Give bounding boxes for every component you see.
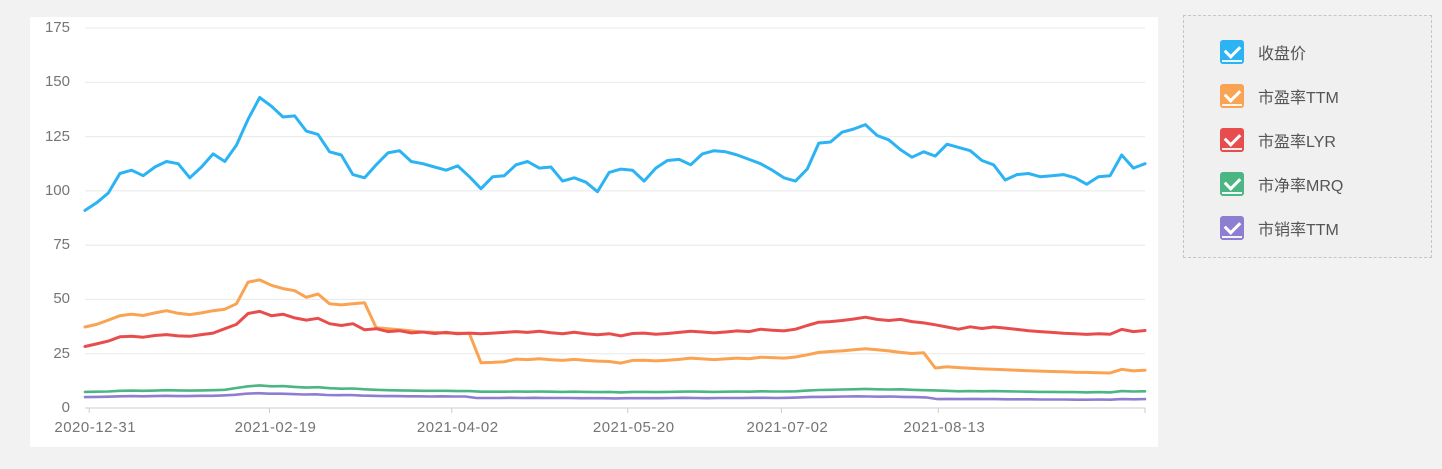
y-tick-label: 75 — [53, 236, 70, 254]
legend-checkbox-checked-icon[interactable] — [1220, 84, 1244, 108]
x-tick-label: 2021-05-20 — [592, 419, 675, 436]
legend-label: 市净率MRQ — [1258, 178, 1344, 195]
legend-checkbox-checked-icon[interactable] — [1220, 172, 1244, 196]
x-tick-label: 2021-07-02 — [746, 419, 829, 436]
x-tick-label: 2021-02-19 — [234, 419, 317, 436]
series-line-2 — [83, 309, 1147, 348]
x-tick-label: 2021-04-02 — [416, 419, 499, 436]
legend-item-0[interactable]: 收盘价 — [1220, 40, 1431, 64]
y-tick-label: 150 — [44, 73, 70, 91]
legend-label: 市盈率LYR — [1258, 134, 1336, 151]
series-line-1 — [83, 278, 1147, 375]
y-tick-label: 0 — [61, 399, 70, 416]
x-tick-label: 2021-08-13 — [903, 419, 986, 436]
legend-label: 市销率TTM — [1258, 222, 1339, 239]
legend-item-1[interactable]: 市盈率TTM — [1220, 84, 1431, 108]
legend-item-2[interactable]: 市盈率LYR — [1220, 128, 1431, 152]
series-line-3 — [83, 384, 1147, 394]
chart-card — [30, 17, 1158, 447]
y-tick-label: 100 — [44, 181, 70, 199]
y-tick-label: 175 — [44, 19, 70, 36]
y-tick-label: 25 — [53, 344, 70, 362]
series-line-0 — [83, 96, 1147, 212]
legend-item-3[interactable]: 市净率MRQ — [1220, 172, 1431, 196]
legend-checkbox-checked-icon[interactable] — [1220, 40, 1244, 64]
legend-checkbox-checked-icon[interactable] — [1220, 216, 1244, 240]
x-tick-label: 2020-12-31 — [54, 419, 137, 436]
legend-label: 市盈率TTM — [1258, 90, 1339, 107]
legend-label: 收盘价 — [1258, 46, 1307, 63]
series-line-4 — [83, 391, 1147, 402]
legend-item-4[interactable]: 市销率TTM — [1220, 216, 1431, 240]
y-tick-label: 125 — [44, 127, 70, 145]
y-tick-label: 50 — [53, 290, 70, 308]
legend-panel: 收盘价市盈率TTM 市盈率LYR 市净率MRQ 市销率TTM — [1183, 15, 1432, 258]
legend-checkbox-checked-icon[interactable] — [1220, 128, 1244, 152]
